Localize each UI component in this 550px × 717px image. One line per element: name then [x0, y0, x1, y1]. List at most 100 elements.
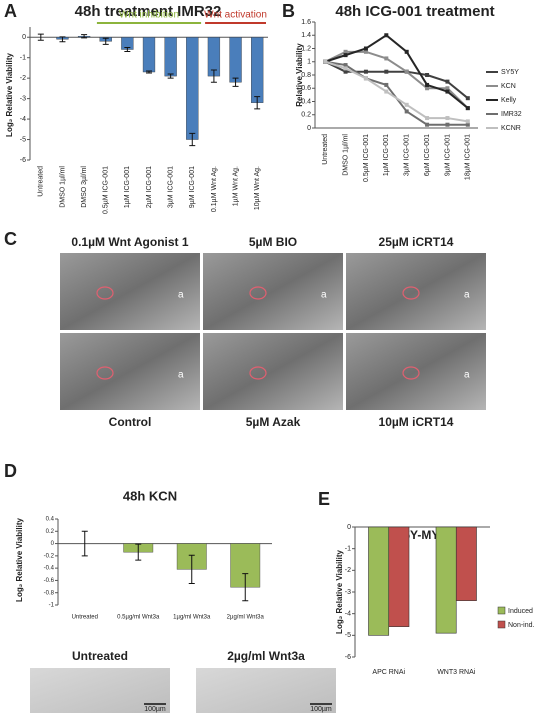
photo-marker: a — [321, 290, 327, 301]
point — [425, 73, 430, 77]
x-tick-label: 1µg/ml Wnt3a — [173, 615, 211, 621]
point — [343, 69, 348, 74]
photo-caption: 2µg/ml Wnt3a — [227, 649, 305, 663]
bar — [455, 526, 477, 601]
x-tick-label: 0.1µM Wnt Ag. — [211, 166, 218, 212]
point — [384, 69, 389, 74]
error-bar — [37, 33, 44, 41]
annotation: Wnt inhibition — [119, 10, 179, 21]
photo — [60, 253, 200, 330]
photo-caption: 5µM Azak — [246, 415, 301, 429]
photo-caption: Untreated — [72, 649, 128, 663]
panel-letter: C — [4, 229, 17, 249]
x-tick-label: 1µM Wnt Ag. — [232, 166, 239, 206]
legend-label: SY5Y — [501, 69, 519, 76]
point — [425, 82, 430, 87]
y-tick-label: 0 — [307, 125, 311, 132]
x-tick-label: 0.5µg/ml Wnt3a — [117, 615, 160, 621]
bar — [435, 526, 457, 634]
photo-highlight — [249, 286, 267, 300]
y-tick-label: -1 — [345, 546, 351, 553]
y-tick-label: -0.6 — [44, 578, 55, 584]
point — [363, 76, 368, 81]
panel-letter: B — [282, 1, 295, 21]
bar — [368, 526, 390, 636]
x-tick-label: 3µM ICG-001 — [167, 166, 174, 208]
point — [445, 89, 450, 94]
y-tick-label: 1.4 — [301, 32, 311, 39]
legend-swatch — [497, 606, 506, 615]
error-bar — [81, 34, 88, 39]
y-tick-label: -0.4 — [44, 566, 55, 572]
x-tick-label: Untreated — [38, 166, 45, 197]
y-tick-label: -6 — [20, 157, 26, 164]
legend-swatch — [497, 620, 506, 629]
photo-highlight — [249, 366, 267, 380]
y-tick-label: 0.4 — [46, 517, 55, 523]
bar — [229, 37, 242, 83]
bar — [142, 37, 156, 73]
photo-caption: 25µM iCRT14 — [379, 235, 454, 249]
photo-marker: a — [178, 290, 184, 301]
photo-marker: a — [464, 290, 470, 301]
point — [323, 59, 328, 64]
y-tick-label: -4 — [20, 116, 26, 123]
series-line — [324, 60, 468, 123]
y-tick-label: -2 — [345, 567, 351, 574]
point — [445, 86, 450, 91]
point — [404, 102, 409, 107]
point — [343, 49, 348, 54]
point — [425, 122, 430, 127]
y-tick-label: -2 — [20, 75, 26, 82]
scale-label: 100µm — [144, 706, 166, 713]
point — [404, 69, 409, 74]
x-tick-label: 0.5µM ICG-001 — [363, 134, 370, 182]
y-tick-label: -3 — [20, 95, 26, 102]
series-line — [324, 34, 469, 109]
y-tick-label: -0.8 — [44, 590, 55, 596]
point — [445, 79, 450, 84]
y-tick-label: 0.2 — [46, 529, 55, 535]
y-tick-label: -5 — [345, 632, 351, 639]
y-tick-label: 0.6 — [301, 85, 311, 92]
photo-marker: a — [178, 370, 184, 381]
legend-label: Induced — [508, 608, 533, 615]
scale-label: 100µm — [310, 706, 332, 713]
point — [404, 49, 409, 54]
error-bar — [81, 530, 88, 557]
legend-label: KCNR — [501, 125, 521, 132]
y-tick-label: -4 — [345, 611, 351, 618]
point — [425, 86, 430, 91]
x-tick-label: 1µM ICG-001 — [124, 166, 131, 208]
point — [343, 66, 348, 71]
point — [363, 46, 368, 51]
x-tick-label: 18µM ICG-001 — [465, 134, 472, 180]
x-tick-label: DMSO 3µl/ml — [81, 166, 88, 208]
error-bar — [188, 554, 195, 584]
x-tick-label: 1µM ICG-001 — [383, 134, 390, 176]
error-bar — [232, 77, 239, 87]
y-tick-label: 0 — [51, 541, 55, 547]
x-tick-label: 0.5µM ICG-001 — [103, 166, 110, 214]
y-tick-label: -1 — [20, 55, 26, 62]
point — [384, 33, 389, 38]
bar — [186, 37, 199, 140]
point — [343, 63, 348, 68]
series-line — [324, 60, 469, 99]
bar — [164, 37, 177, 77]
photo-caption: Control — [109, 415, 152, 429]
y-tick-label: 0 — [22, 34, 26, 41]
y-tick-label: 1.2 — [301, 45, 311, 52]
y-tick-label: 0.4 — [301, 98, 311, 105]
error-bar — [146, 70, 152, 74]
panel-letter: D — [4, 461, 17, 481]
x-tick-label: 9µM ICG-001 — [444, 134, 451, 176]
error-bar — [210, 69, 217, 83]
point — [363, 69, 368, 74]
bar — [388, 526, 410, 627]
point — [465, 122, 470, 127]
x-tick-label: WNT3 RNAi — [437, 669, 476, 676]
y-axis-label: Relative Viability — [295, 43, 304, 107]
x-tick-label: 2µM ICG-001 — [146, 166, 153, 208]
